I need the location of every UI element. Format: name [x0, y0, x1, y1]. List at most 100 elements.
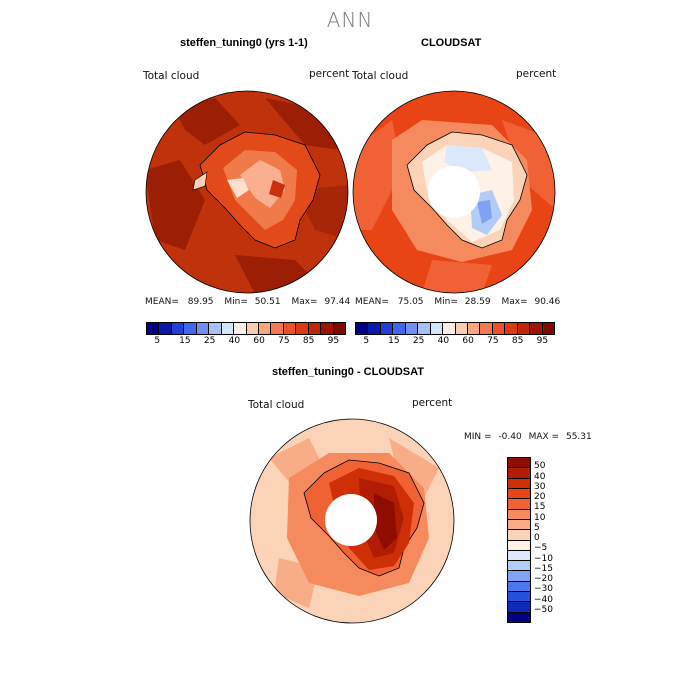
model-min-value: 50.51 — [254, 297, 281, 307]
colorbar-swatch — [333, 323, 345, 334]
colorbar-swatch — [508, 571, 530, 582]
colorbar-swatch — [321, 323, 334, 334]
colorbar-swatch — [467, 323, 481, 334]
colorbar-swatch — [455, 323, 468, 334]
obs-mean-value: 75.05 — [397, 297, 424, 307]
colorbar-swatch — [443, 323, 456, 334]
colorbar-swatch — [380, 323, 394, 334]
colorbar-tick-label: 30 — [534, 481, 546, 492]
model-mean-value: 89.95 — [187, 297, 214, 307]
model-panel-title: steffen_tuning0 (yrs 1-1) — [180, 37, 308, 49]
diff-min-value: -0.40 — [498, 432, 522, 442]
colorbar-swatch — [508, 458, 530, 469]
colorbar-tick-label: −20 — [534, 574, 553, 584]
colorbar-tick-label: −5 — [534, 543, 548, 554]
figure-title: ANN — [326, 8, 374, 32]
colorbar-swatch — [393, 323, 406, 334]
colorbar-swatch — [508, 550, 530, 562]
colorbar-swatch — [508, 592, 530, 603]
colorbar-swatch — [480, 323, 493, 334]
colorbar-tick-label: 60 — [253, 336, 265, 346]
diff-colorbar-ticks: 50 40 30 20 15 10 5 0 −5 −10 −15 −20 −30 −40 −50 — [534, 457, 574, 621]
colorbar-swatch — [517, 323, 531, 334]
colorbar-tick-label: 5 — [154, 336, 161, 346]
colorbar-tick-label: 25 — [412, 336, 425, 346]
diff-max-label: MAX = — [528, 432, 560, 442]
colorbar-tick-label: 15 — [388, 336, 400, 346]
model-max-label: Max= — [291, 297, 318, 307]
colorbar-tick-label: 95 — [327, 336, 340, 346]
colorbar-swatch — [405, 323, 419, 334]
diff-stats: MIN = -0.40 MAX = 55.31 — [464, 432, 592, 442]
model-units-label: percent — [309, 68, 350, 80]
colorbar-tick-label: −15 — [534, 563, 553, 574]
model-mean-label: MEAN= — [145, 297, 179, 307]
obs-max-value: 90.46 — [534, 297, 561, 307]
model-polar-map — [145, 90, 349, 294]
obs-units-label: percent — [516, 68, 557, 80]
colorbar-swatch — [430, 323, 444, 334]
colorbar-tick-label: 75 — [278, 336, 290, 346]
colorbar-tick-label: 60 — [462, 336, 474, 346]
colorbar-swatch — [184, 323, 197, 334]
colorbar-tick-label: 15 — [179, 336, 191, 346]
colorbar-tick-label: 40 — [437, 336, 450, 346]
colorbar-swatch — [508, 530, 530, 541]
obs-variable-label: Total cloud — [352, 70, 409, 82]
colorbar-tick-label: 40 — [228, 336, 241, 346]
obs-colorbar — [355, 322, 555, 335]
colorbar-swatch — [356, 323, 369, 334]
obs-min-label: Min= — [434, 297, 458, 307]
colorbar-tick-label: −50 — [534, 604, 553, 615]
obs-colorbar-ticks: 5 15 25 40 60 75 85 95 — [355, 336, 553, 348]
colorbar-swatch — [196, 323, 210, 334]
colorbar-swatch — [508, 602, 530, 613]
colorbar-swatch — [418, 323, 431, 334]
colorbar-swatch — [508, 581, 530, 593]
colorbar-tick-label: 50 — [534, 461, 546, 472]
colorbar-swatch — [508, 612, 530, 622]
colorbar-swatch — [508, 509, 530, 520]
colorbar-swatch — [221, 323, 235, 334]
colorbar-swatch — [508, 468, 530, 479]
colorbar-swatch — [530, 323, 543, 334]
colorbar-swatch — [508, 540, 530, 551]
colorbar-swatch — [492, 323, 506, 334]
colorbar-swatch — [209, 323, 222, 334]
colorbar-swatch — [508, 499, 530, 510]
diff-variable-label: Total cloud — [248, 399, 305, 411]
colorbar-tick-label: −40 — [534, 594, 553, 605]
model-min-label: Min= — [224, 297, 248, 307]
colorbar-swatch — [271, 323, 284, 334]
colorbar-swatch — [308, 323, 322, 334]
colorbar-tick-label: 5 — [363, 336, 370, 346]
colorbar-tick-label: 85 — [511, 336, 524, 346]
diff-max-value: 55.31 — [565, 432, 592, 442]
model-stats: MEAN= 89.95 Min= 50.51 Max= 97.44 — [145, 297, 350, 307]
colorbar-swatch — [246, 323, 259, 334]
obs-mean-label: MEAN= — [355, 297, 389, 307]
obs-min-value: 28.59 — [464, 297, 491, 307]
obs-panel-title: CLOUDSAT — [421, 37, 482, 49]
model-max-value: 97.44 — [324, 297, 351, 307]
colorbar-tick-label: 0 — [534, 533, 540, 543]
colorbar-swatch — [508, 488, 530, 500]
colorbar-tick-label: 15 — [534, 502, 546, 513]
colorbar-tick-label: 95 — [536, 336, 549, 346]
colorbar-swatch — [508, 478, 530, 489]
colorbar-swatch — [147, 323, 160, 334]
colorbar-tick-label: 25 — [203, 336, 216, 346]
colorbar-swatch — [159, 323, 172, 334]
colorbar-tick-label: 5 — [534, 522, 540, 533]
colorbar-swatch — [368, 323, 381, 334]
colorbar-tick-label: −10 — [534, 553, 553, 564]
diff-units-label: percent — [412, 397, 453, 409]
colorbar-tick-label: 75 — [487, 336, 499, 346]
obs-polar-map — [352, 90, 556, 294]
obs-max-label: Max= — [501, 297, 528, 307]
colorbar-swatch — [258, 323, 272, 334]
obs-stats: MEAN= 75.05 Min= 28.59 Max= 90.46 — [355, 297, 560, 307]
colorbar-swatch — [508, 519, 530, 531]
colorbar-swatch — [171, 323, 185, 334]
colorbar-swatch — [234, 323, 247, 334]
